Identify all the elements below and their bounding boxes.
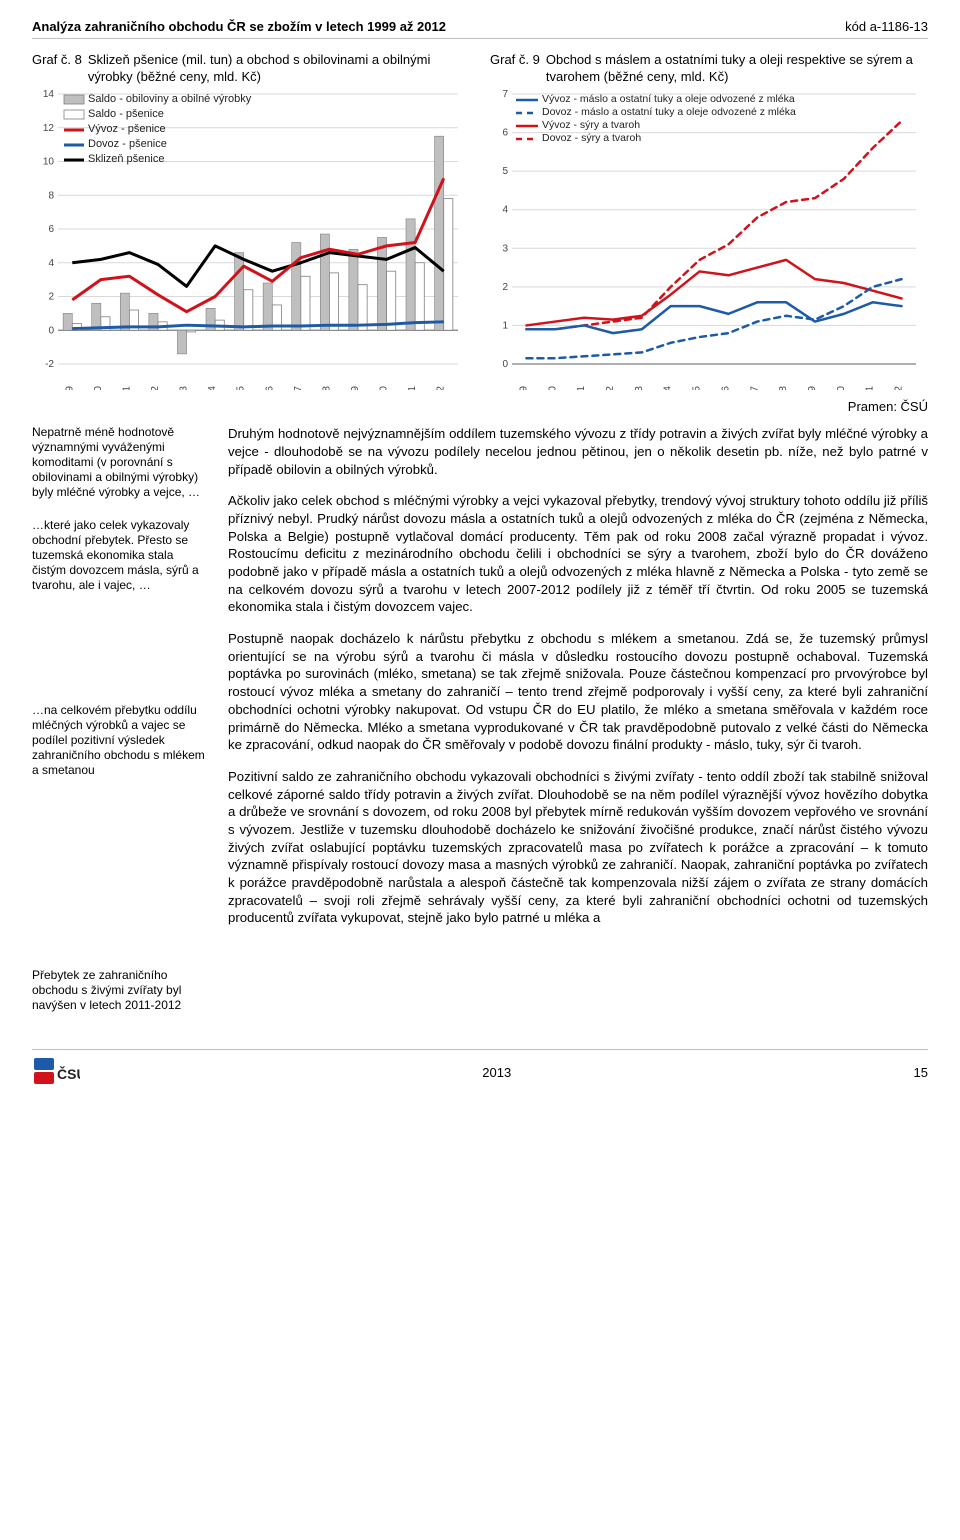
charts-row: Graf č. 8 Sklizeň pšenice (mil. tun) a o… — [32, 51, 928, 390]
para-2: Ačkoliv jako celek obchod s mléčnými výr… — [228, 492, 928, 616]
svg-text:3: 3 — [502, 243, 508, 254]
chart9-caption: Graf č. 9 Obchod s máslem a ostatními tu… — [490, 51, 928, 86]
chart8-svg: -2 0 2 4 6 8 10 12 14 1999 2000 2001 2002 2003 2004 200… — [32, 90, 462, 390]
footer-year: 2013 — [482, 1064, 511, 1082]
svg-text:1: 1 — [502, 320, 508, 331]
logo-icon: ČSÚ — [32, 1056, 80, 1090]
main-paragraphs: Druhým hodnotově nejvýznamnějším oddílem… — [228, 425, 928, 1031]
svg-text:2002: 2002 — [150, 385, 161, 389]
svg-text:4: 4 — [48, 257, 54, 268]
chart9-svg: 0 1 2 3 4 5 6 7 1999 2000 2001 2002 2003 2004 2005 2006… — [490, 90, 920, 390]
svg-text:2008: 2008 — [321, 385, 332, 389]
para-3: Postupně naopak docházelo k nárůstu přeb… — [228, 630, 928, 754]
svg-text:2: 2 — [48, 291, 54, 302]
svg-text:7: 7 — [502, 90, 508, 100]
svg-text:Vývoz - máslo a ostatní tuky a: Vývoz - máslo a ostatní tuky a oleje odv… — [542, 93, 795, 105]
body-columns: Nepatrně méně hodnotově významnými vyváž… — [32, 425, 928, 1031]
svg-text:Dovoz - sýry a tvaroh: Dovoz - sýry a tvaroh — [542, 132, 641, 144]
svg-text:14: 14 — [43, 90, 55, 100]
svg-text:6: 6 — [48, 224, 54, 235]
sidenote-2: …které jako celek vykazovaly obchodní př… — [32, 518, 210, 593]
svg-text:10: 10 — [43, 156, 55, 167]
chart9-block: Graf č. 9 Obchod s máslem a ostatními tu… — [490, 51, 928, 390]
para-4: Pozitivní saldo ze zahraničního obchodu … — [228, 768, 928, 927]
chart8-block: Graf č. 8 Sklizeň pšenice (mil. tun) a o… — [32, 51, 470, 390]
svg-text:ČSÚ: ČSÚ — [57, 1065, 80, 1082]
svg-text:0: 0 — [48, 325, 54, 336]
sidenote-3: …na celkovém přebytku oddílu mléčných vý… — [32, 703, 210, 778]
svg-text:6: 6 — [502, 127, 508, 138]
svg-text:0: 0 — [502, 359, 508, 370]
svg-text:2010: 2010 — [379, 385, 390, 389]
svg-text:2012: 2012 — [894, 385, 905, 389]
svg-text:1999: 1999 — [518, 385, 529, 389]
svg-text:2003: 2003 — [179, 385, 190, 389]
chart8-caption: Graf č. 8 Sklizeň pšenice (mil. tun) a o… — [32, 51, 470, 86]
logo: ČSÚ — [32, 1056, 80, 1090]
svg-text:2006: 2006 — [720, 385, 731, 389]
svg-text:2001: 2001 — [576, 385, 587, 389]
page-footer: ČSÚ 2013 15 — [32, 1049, 928, 1090]
header-code: kód a-1186-13 — [845, 18, 928, 36]
page-header: Analýza zahraničního obchodu ČR se zboží… — [32, 18, 928, 39]
svg-text:2009: 2009 — [807, 385, 818, 389]
svg-text:Vývoz - sýry a tvaroh: Vývoz - sýry a tvaroh — [542, 119, 640, 131]
svg-text:Dovoz - pšenice: Dovoz - pšenice — [88, 138, 167, 150]
svg-text:5: 5 — [502, 166, 508, 177]
svg-text:-2: -2 — [45, 359, 54, 370]
svg-text:Saldo - obiloviny a obilné výr: Saldo - obiloviny a obilné výrobky — [88, 93, 252, 105]
svg-text:2011: 2011 — [865, 385, 876, 389]
svg-text:2005: 2005 — [236, 385, 247, 389]
svg-text:Dovoz - máslo a ostatní tuky a: Dovoz - máslo a ostatní tuky a oleje odv… — [542, 106, 796, 118]
svg-text:8: 8 — [48, 190, 54, 201]
svg-text:2006: 2006 — [264, 385, 275, 389]
svg-text:2005: 2005 — [692, 385, 703, 389]
svg-text:2011: 2011 — [407, 385, 418, 389]
chart9-svg-wrap: 0 1 2 3 4 5 6 7 1999 2000 2001 2002 2003 2004 2005 2006… — [490, 90, 928, 390]
para-1: Druhým hodnotově nejvýznamnějším oddílem… — [228, 425, 928, 478]
svg-text:2000: 2000 — [93, 385, 104, 389]
svg-text:Sklizeň pšenice: Sklizeň pšenice — [88, 153, 164, 165]
chart9-title: Obchod s máslem a ostatními tuky a oleji… — [546, 51, 928, 86]
svg-text:2008: 2008 — [778, 385, 789, 389]
chart9-label: Graf č. 9 — [490, 51, 540, 86]
svg-text:2012: 2012 — [436, 385, 447, 389]
svg-text:2004: 2004 — [663, 385, 674, 389]
svg-text:2003: 2003 — [634, 385, 645, 389]
svg-text:Vývoz - pšenice: Vývoz - pšenice — [88, 123, 166, 135]
svg-text:2007: 2007 — [749, 385, 760, 389]
svg-text:4: 4 — [502, 204, 508, 215]
chart8-svg-wrap: -2 0 2 4 6 8 10 12 14 1999 2000 2001 2002 2003 2004 200… — [32, 90, 470, 390]
svg-text:1999: 1999 — [64, 385, 75, 389]
source-line: Pramen: ČSÚ — [32, 398, 928, 416]
header-title: Analýza zahraničního obchodu ČR se zboží… — [32, 18, 446, 36]
sidenote-1: Nepatrně méně hodnotově významnými vyváž… — [32, 425, 210, 500]
svg-text:2004: 2004 — [207, 385, 218, 389]
svg-text:12: 12 — [43, 122, 55, 133]
svg-text:2009: 2009 — [350, 385, 361, 389]
sidenotes: Nepatrně méně hodnotově významnými vyváž… — [32, 425, 210, 1031]
svg-text:2000: 2000 — [547, 385, 558, 389]
svg-text:2010: 2010 — [836, 385, 847, 389]
chart8-label: Graf č. 8 — [32, 51, 82, 86]
sidenote-4: Přebytek ze zahraničního obchodu s živým… — [32, 968, 210, 1013]
footer-page: 15 — [914, 1064, 928, 1082]
chart8-title: Sklizeň pšenice (mil. tun) a obchod s ob… — [88, 51, 470, 86]
svg-text:2001: 2001 — [121, 385, 132, 389]
svg-text:Saldo - pšenice: Saldo - pšenice — [88, 108, 164, 120]
svg-text:2002: 2002 — [605, 385, 616, 389]
svg-text:2007: 2007 — [293, 385, 304, 389]
svg-text:2: 2 — [502, 281, 508, 292]
